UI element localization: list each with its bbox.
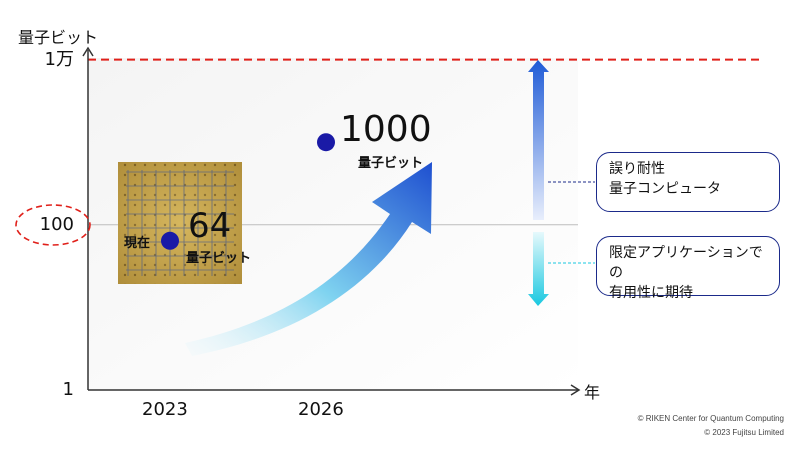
x-tick-label: 2023	[142, 399, 188, 420]
data-point	[317, 133, 335, 152]
nisq-callout-line1: 限定アプリケーションでの	[609, 245, 763, 281]
nisq-callout: 限定アプリケーションでの 有用性に期待	[596, 236, 780, 301]
growth-arrow	[185, 162, 432, 356]
y-tick-label: 1	[62, 379, 74, 400]
y-axis-label: 量子ビット	[18, 28, 99, 47]
y-tick-label: 100	[39, 213, 74, 235]
data-point-unit-label: 量子ビット	[186, 250, 252, 266]
regime-arrows	[528, 60, 595, 306]
axes	[82, 46, 581, 396]
y-axis-arrowhead	[82, 46, 94, 57]
ftqc-callout-line2: 量子コンピュータ	[609, 181, 721, 197]
x-axis-arrowhead	[570, 384, 581, 396]
nisq-range-arrow	[528, 232, 549, 306]
ftqc-callout-line1: 誤り耐性	[609, 161, 665, 177]
quantum-chip-image	[118, 162, 242, 284]
data-point-value-label: 1000	[340, 109, 432, 151]
data-point-value-label: 64	[188, 205, 232, 246]
ftqc-range-arrow	[528, 60, 549, 220]
copyright-fujitsu: © 2023 Fujitsu Limited	[704, 428, 784, 437]
data-point-tag: 現在	[124, 235, 151, 251]
nisq-callout-line2: 有用性に期待	[609, 285, 693, 301]
ftqc-callout: 誤り耐性 量子コンピュータ	[596, 152, 780, 212]
copyright-riken: © RIKEN Center for Quantum Computing	[637, 414, 784, 423]
data-points	[161, 133, 335, 250]
x-tick-label: 2026	[298, 399, 344, 420]
y-tick-label: 1万	[44, 48, 74, 70]
x-axis-label: 年	[584, 383, 601, 402]
data-point	[161, 231, 179, 250]
data-point-unit-label: 量子ビット	[358, 156, 424, 172]
threshold-tick-highlight	[15, 204, 91, 246]
